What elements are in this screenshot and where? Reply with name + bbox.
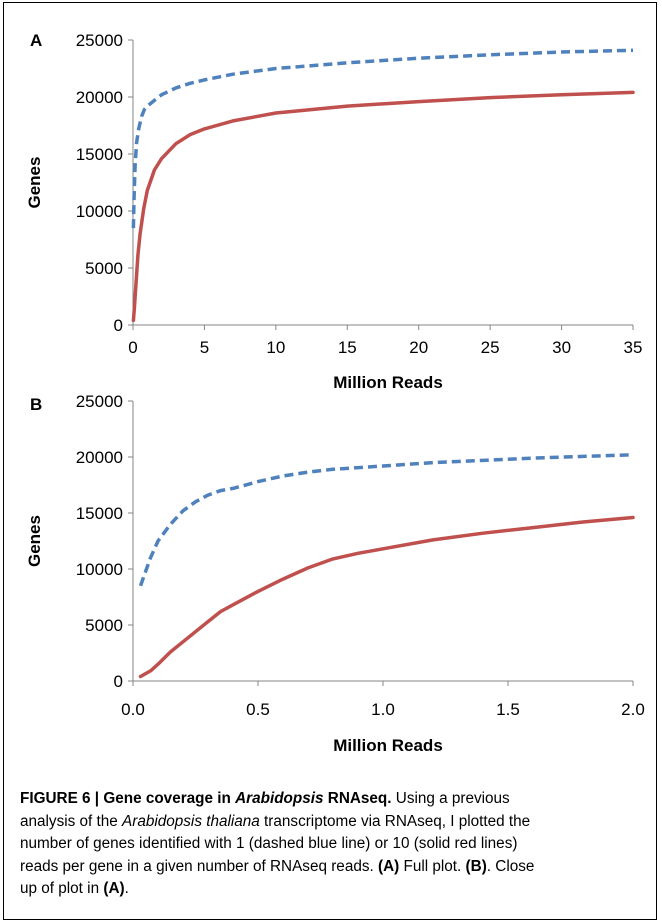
panel-a-label: A bbox=[30, 31, 42, 50]
caption-line5-pre: up of plot in bbox=[20, 880, 104, 897]
caption-line5-post: . bbox=[124, 880, 129, 897]
caption-ref-b: (B) bbox=[465, 857, 487, 875]
y-tick-label: 20000 bbox=[76, 88, 123, 107]
series-line-dashed-a bbox=[131, 48, 634, 229]
y-tick-label: 15000 bbox=[76, 145, 123, 164]
caption-line4-pre: reads per gene in a given number of RNAs… bbox=[20, 857, 378, 875]
chart-a: 0 5000 10000 15000 20000 25000 0 5 10 15 20 25 30 35 M… bbox=[25, 31, 642, 392]
y-tick-label: 20000 bbox=[76, 448, 123, 467]
y-tick-label: 5000 bbox=[85, 616, 123, 635]
x-tick-label: 2.0 bbox=[621, 700, 645, 719]
y-tick-label: 15000 bbox=[76, 504, 123, 523]
x-tick-label: 25 bbox=[481, 338, 500, 357]
panel-b-label: B bbox=[30, 395, 42, 414]
series-line-solid-b bbox=[138, 515, 635, 679]
caption-line-5: up of plot in (A). bbox=[20, 878, 642, 901]
caption-title: FIGURE 6 | Gene coverage in Arabidopsis … bbox=[20, 790, 392, 807]
y-tick-label: 0 bbox=[114, 672, 123, 691]
series-line-dashed-b bbox=[138, 453, 634, 587]
y-tick-label: 5000 bbox=[85, 259, 123, 278]
caption-line-4: reads per gene in a given number of RNAs… bbox=[20, 856, 642, 879]
chart-b: 0 5000 10000 15000 20000 25000 0.0 0.5 1.0 1.5 2.0… bbox=[25, 392, 645, 755]
x-tick-label: 5 bbox=[200, 338, 209, 357]
y-tick-label: 25000 bbox=[76, 31, 123, 50]
x-tick-label: 20 bbox=[409, 338, 428, 357]
x-tick-label: 0.0 bbox=[121, 700, 145, 719]
x-tick-label: 0.5 bbox=[246, 700, 270, 719]
x-tick-label: 0 bbox=[128, 338, 137, 357]
x-tick-label: 1.5 bbox=[496, 700, 520, 719]
caption-line-3: number of genes identified with 1 (dashe… bbox=[20, 835, 518, 852]
caption-ref-a: (A) bbox=[377, 857, 400, 875]
x-tick-label: 15 bbox=[338, 338, 357, 357]
caption-line-2: analysis of the Arabidopsis thaliana tra… bbox=[20, 812, 531, 830]
x-tick-label: 1.0 bbox=[371, 700, 395, 719]
x-axis-title-b: Million Reads bbox=[333, 736, 443, 755]
caption-line4-post: . Close bbox=[486, 857, 535, 875]
caption-line1-rest: Using a previous bbox=[391, 790, 510, 807]
figure-caption: FIGURE 6 | Gene coverage in Arabidopsis … bbox=[20, 788, 642, 901]
caption-line4-mid: Full plot. bbox=[399, 857, 466, 875]
figure-frame bbox=[3, 2, 657, 920]
figure-charts: A 0 5000 10000 15000 20000 25000 0 5 10 15 20 25 30 3… bbox=[25, 31, 645, 755]
y-tick-label: 10000 bbox=[76, 560, 123, 579]
y-tick-label: 10000 bbox=[76, 202, 123, 221]
series-line-solid-a bbox=[131, 90, 635, 323]
x-axis-title-a: Million Reads bbox=[333, 373, 443, 392]
y-axis-title-b: Genes bbox=[25, 515, 44, 567]
x-tick-label: 10 bbox=[266, 338, 285, 357]
caption-ref-a-2: (A) bbox=[103, 880, 125, 897]
y-tick-label: 25000 bbox=[76, 392, 123, 411]
y-axis-title-a: Genes bbox=[25, 157, 44, 209]
x-tick-label: 35 bbox=[624, 338, 643, 357]
caption-line-1: FIGURE 6 | Gene coverage in Arabidopsis … bbox=[20, 788, 642, 811]
y-tick-label: 0 bbox=[114, 316, 123, 335]
x-tick-label: 30 bbox=[552, 338, 571, 357]
